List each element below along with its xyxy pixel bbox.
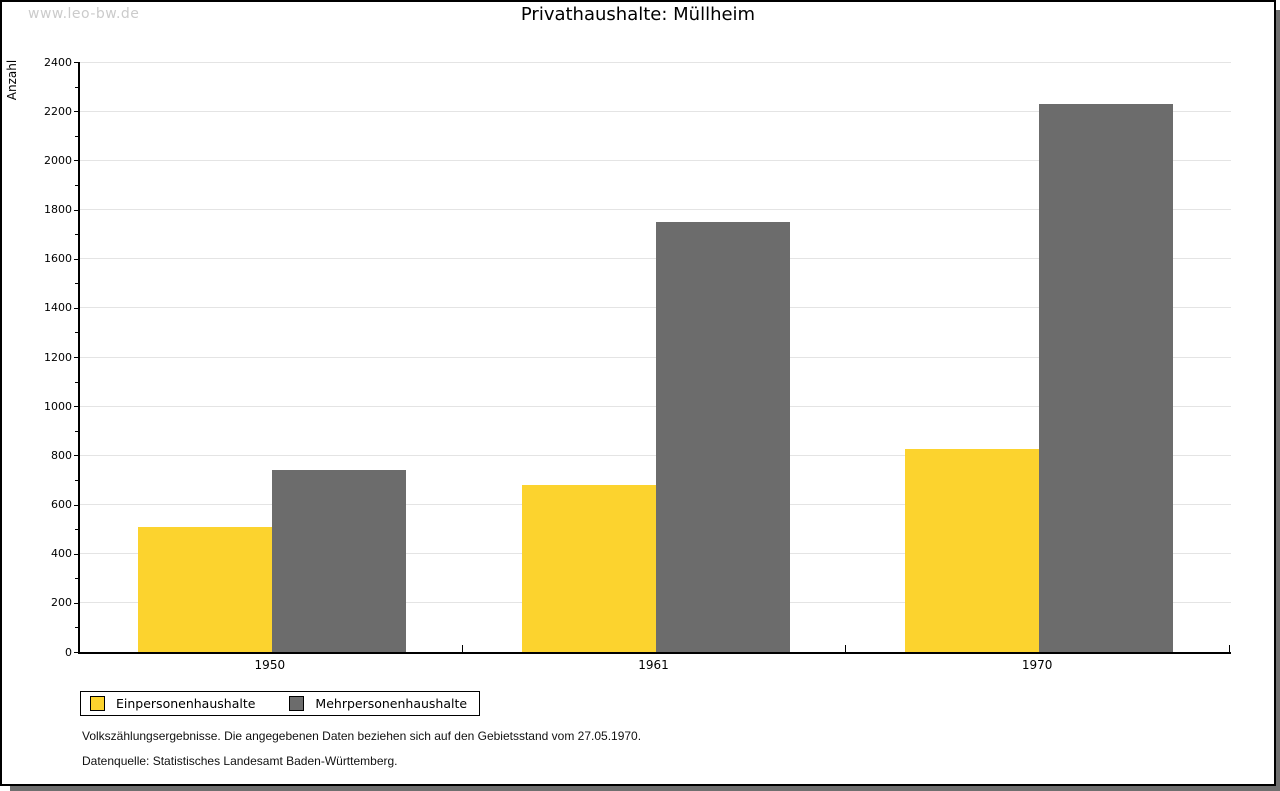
x-boundary-tick — [461, 645, 463, 652]
x-end-tick — [1229, 645, 1230, 652]
bar-mehrpersonenhaushalte-1961 — [655, 221, 790, 652]
y-axis-title: Anzahl — [5, 59, 19, 101]
y-tick — [74, 602, 79, 604]
y-tick-label: 1400 — [44, 301, 72, 315]
footer-source: Datenquelle: Statistisches Landesamt Bad… — [82, 754, 398, 768]
y-tick-label: 2400 — [44, 55, 72, 69]
y-tick-label: 400 — [51, 547, 72, 561]
y-minor-tick — [75, 381, 79, 383]
y-minor-tick — [75, 529, 79, 531]
y-minor-tick — [75, 578, 79, 580]
y-tick — [74, 553, 79, 555]
y-tick-label: 2000 — [44, 153, 72, 167]
y-tick-label: 2200 — [44, 104, 72, 118]
y-minor-tick — [75, 479, 79, 481]
x-tick-label: 1961 — [638, 658, 669, 672]
footer-note: Volkszählungsergebnisse. Die angegebenen… — [82, 729, 642, 743]
y-tick — [74, 209, 79, 211]
y-tick — [74, 455, 79, 457]
y-minor-tick — [75, 430, 79, 432]
y-tick — [74, 307, 79, 309]
y-tick — [74, 504, 79, 506]
gridline — [80, 209, 1231, 210]
legend-swatch-1 — [90, 696, 105, 711]
y-minor-tick — [75, 332, 79, 334]
legend-label-2: Mehrpersonenhaushalte — [315, 696, 468, 711]
y-tick-label: 200 — [51, 596, 72, 610]
legend-item-1: Einpersonenhaushalte — [90, 696, 255, 711]
y-tick-label: 1800 — [44, 203, 72, 216]
plot-area — [78, 61, 1231, 654]
bar-einpersonenhaushalte-1970 — [905, 449, 1040, 652]
gridline — [80, 110, 1231, 112]
y-tick-label: 1600 — [44, 252, 72, 266]
bar-mehrpersonenhaushalte-1950 — [271, 470, 406, 652]
x-tick-label: 1970 — [1021, 658, 1053, 672]
y-minor-tick — [75, 184, 79, 186]
legend-label-1: Einpersonenhaushalte — [116, 696, 256, 711]
y-minor-tick — [75, 135, 79, 137]
legend-item-2: Mehrpersonenhaushalte — [289, 696, 467, 711]
legend: Einpersonenhaushalte Mehrpersonenhaushalt… — [80, 691, 481, 716]
y-tick — [74, 111, 79, 113]
y-tick — [74, 652, 79, 653]
gridline — [80, 159, 1231, 161]
y-minor-tick — [75, 627, 79, 629]
chart-title: Privathaushalte: Müllheim — [520, 4, 756, 25]
y-minor-tick — [75, 234, 79, 236]
y-tick — [74, 160, 79, 162]
y-tick-label: 1000 — [44, 399, 72, 413]
y-minor-tick — [75, 283, 79, 285]
bar-einpersonenhaushalte-1950 — [137, 526, 272, 652]
y-tick-label: 800 — [51, 448, 72, 462]
y-tick-label: 600 — [51, 498, 72, 511]
y-tick — [74, 62, 79, 63]
bar-einpersonenhaushalte-1961 — [521, 484, 656, 652]
watermark: www.leo-bw.de — [28, 6, 140, 22]
x-boundary-tick — [845, 645, 847, 652]
legend-swatch-2 — [289, 696, 305, 711]
y-tick-label: 0 — [65, 645, 72, 659]
gridline — [80, 61, 1231, 63]
x-tick-label: 1950 — [254, 658, 286, 672]
y-tick — [74, 406, 79, 408]
y-tick — [74, 258, 79, 260]
y-tick-label: 1200 — [44, 350, 72, 364]
y-tick — [74, 357, 79, 358]
bar-mehrpersonenhaushalte-1970 — [1039, 103, 1174, 652]
y-minor-tick — [75, 86, 79, 88]
